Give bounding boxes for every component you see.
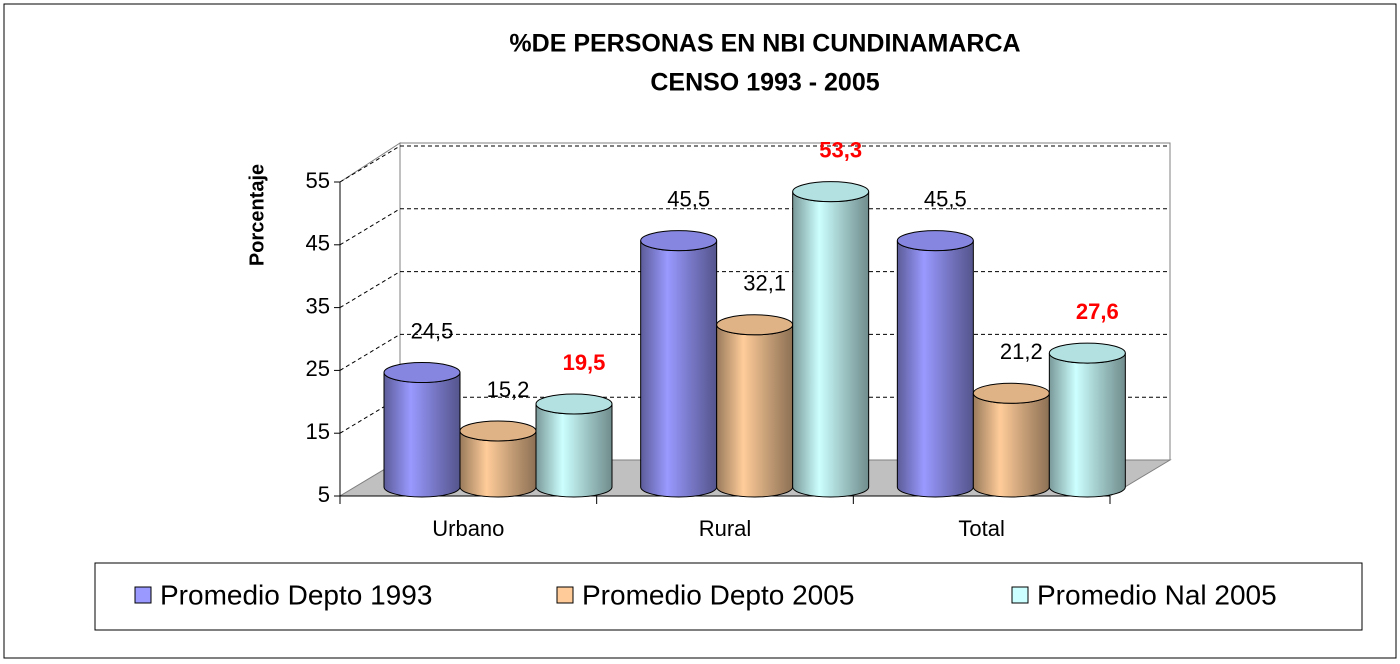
x-tick-label: Total (958, 516, 1004, 541)
y-tick-label: 25 (306, 356, 330, 381)
bar-top (640, 230, 718, 252)
bar-shade (792, 191, 869, 497)
data-label: 53,3 (819, 137, 862, 162)
chart-title: CENSO 1993 - 2005 (650, 69, 879, 97)
bar-top-shade (792, 181, 869, 202)
grid-line (339, 208, 401, 246)
legend-label: Promedio Depto 1993 (160, 579, 432, 610)
bar-top-shade (384, 362, 460, 383)
chart-title: %DE PERSONAS EN NBI CUNDINAMARCA (509, 30, 1020, 58)
bar-shade (716, 324, 793, 497)
y-tick-label: 5 (318, 482, 330, 507)
grid-line (339, 333, 401, 371)
data-label: 45,5 (667, 186, 710, 211)
bar-shade (384, 372, 460, 497)
bar-top-shade (716, 314, 793, 335)
bar-top-shade (897, 230, 974, 251)
bar-top-shade (460, 420, 536, 441)
bar (459, 420, 537, 498)
grid-line (339, 145, 401, 183)
bar-shade (460, 430, 536, 497)
bar-top-shade (640, 230, 717, 251)
y-axis-label: Porcentaje (246, 164, 268, 266)
data-label: 32,1 (743, 271, 786, 296)
y-tick-label: 55 (306, 168, 330, 193)
bar-shade (640, 240, 717, 497)
bar (896, 230, 974, 498)
bar-shade (973, 393, 1050, 497)
legend-label: Promedio Depto 2005 (582, 579, 854, 610)
bar-top (383, 362, 461, 384)
x-tick-label: Urbano (432, 516, 504, 541)
bar (535, 393, 613, 498)
data-label: 45,5 (924, 186, 967, 211)
bar (716, 314, 794, 498)
data-label: 21,2 (1000, 339, 1043, 364)
data-label: 27,6 (1076, 299, 1119, 324)
bar (972, 382, 1050, 498)
bar-top (896, 230, 974, 252)
grid-line (339, 271, 401, 309)
bar-shade (897, 240, 974, 497)
y-tick-label: 35 (306, 293, 330, 318)
legend-swatch (556, 586, 574, 604)
data-label: 24,5 (411, 318, 454, 343)
legend-swatch (134, 586, 152, 604)
bar-top (1048, 342, 1126, 364)
legend-label: Promedio Nal 2005 (1037, 579, 1277, 610)
y-tick-label: 15 (306, 419, 330, 444)
data-label: 19,5 (563, 350, 606, 375)
bar (1048, 342, 1126, 498)
bar-top (792, 181, 870, 203)
legend (94, 562, 1363, 631)
x-tick-label: Rural (699, 516, 752, 541)
bar-top-shade (973, 383, 1050, 404)
bar (792, 181, 870, 498)
bar-top-shade (1049, 343, 1126, 364)
bar-top-shade (536, 393, 612, 414)
bar-top (535, 393, 613, 415)
bar (640, 230, 718, 498)
bar-shade (536, 403, 612, 497)
bar-shade (1049, 353, 1126, 497)
data-label: 15,2 (487, 377, 530, 402)
legend-swatch (1011, 586, 1029, 604)
bar (383, 362, 461, 498)
y-tick-label: 45 (306, 231, 330, 256)
